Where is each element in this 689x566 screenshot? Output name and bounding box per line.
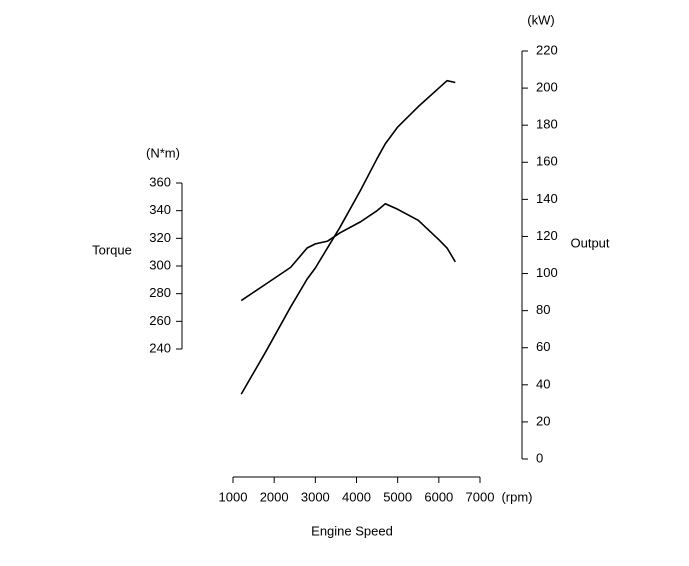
x-tick-label: 4000 [342, 489, 371, 504]
y2-tick-label: 140 [536, 191, 558, 206]
y2-tick-label: 0 [536, 450, 543, 465]
y2-tick-label: 20 [536, 413, 550, 428]
y-tick-label: 260 [149, 313, 171, 328]
y2-tick-label: 100 [536, 265, 558, 280]
y-tick-label: 280 [149, 285, 171, 300]
y2-tick-label: 120 [536, 228, 558, 243]
x-tick-label: 2000 [260, 489, 289, 504]
line [240, 202, 456, 302]
y-tick-label: 360 [149, 174, 171, 189]
x-tick-label: 5000 [383, 489, 412, 504]
y2-tick-label: 200 [536, 80, 558, 95]
y2-tick-label: 160 [536, 154, 558, 169]
y-tick-label: 320 [149, 230, 171, 245]
y2-axis-label: Output [570, 235, 609, 250]
x-tick-label: 6000 [424, 489, 453, 504]
y-axis-unit: (N*m) [146, 145, 180, 160]
y-tick-label: 240 [149, 340, 171, 355]
x-tick-label: 7000 [466, 489, 495, 504]
x-tick-label: 3000 [301, 489, 330, 504]
x-axis-label: Engine Speed [311, 523, 393, 538]
y-axis-label: Torque [92, 242, 132, 257]
y2-tick-label: 40 [536, 376, 550, 391]
y2-tick-label: 180 [536, 117, 558, 132]
y2-tick-label: 220 [536, 42, 558, 57]
x-tick-label: 1000 [219, 489, 248, 504]
x-axis-unit: (rpm) [501, 489, 532, 504]
y2-axis-unit: (kW) [527, 12, 554, 27]
y2-tick-label: 60 [536, 339, 550, 354]
line [240, 79, 456, 395]
y-tick-label: 300 [149, 257, 171, 272]
y-tick-label: 340 [149, 202, 171, 217]
y2-tick-label: 80 [536, 302, 550, 317]
